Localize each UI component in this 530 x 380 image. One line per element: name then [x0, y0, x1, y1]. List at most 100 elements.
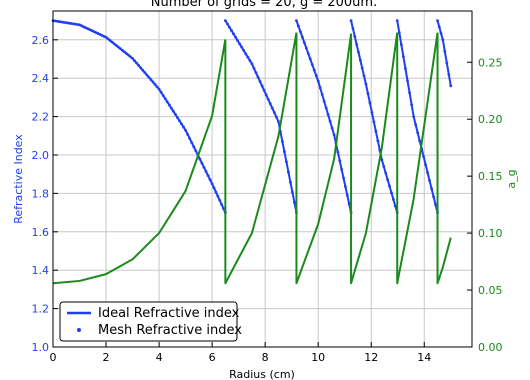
mesh-point	[200, 161, 204, 165]
ideal-line	[224, 20, 298, 213]
mesh-point	[330, 126, 334, 130]
mesh-point	[165, 100, 169, 104]
mesh-point	[145, 73, 149, 77]
mesh-point	[316, 79, 320, 83]
x-tick-label: 12	[364, 351, 378, 364]
mesh-point	[114, 44, 118, 47]
mesh-point	[127, 53, 130, 57]
mesh-point	[364, 82, 368, 86]
mesh-point	[236, 39, 240, 42]
mesh-point	[391, 198, 395, 201]
mesh-point	[206, 174, 210, 177]
mesh-point	[351, 27, 355, 30]
mesh-point	[432, 195, 435, 199]
mesh-point	[360, 66, 364, 70]
x-tick-label: 6	[209, 351, 216, 364]
mesh-point	[349, 19, 353, 22]
mesh-point	[437, 25, 441, 29]
legend-label-mesh: Mesh Refractive index	[98, 323, 242, 338]
mesh-point	[344, 185, 347, 189]
y-right-tick-label: 0.00	[478, 341, 503, 354]
mesh-point	[157, 87, 161, 91]
mesh-point	[416, 131, 420, 135]
mesh-point	[281, 140, 284, 144]
a-g-line	[350, 32, 399, 285]
mesh-point	[357, 50, 360, 54]
mesh-point	[218, 198, 222, 202]
mesh-point	[214, 190, 218, 194]
mesh-point	[161, 94, 165, 97]
mesh-point	[412, 115, 416, 118]
mesh-point	[266, 97, 270, 101]
y-axis-left-title: Refractive Index	[12, 134, 25, 224]
y-right-tick-label: 0.10	[478, 227, 503, 240]
mesh-point	[204, 170, 208, 173]
a-g-line	[52, 39, 227, 285]
mesh-point	[167, 103, 171, 107]
mesh-point	[289, 180, 292, 184]
mesh-point	[428, 179, 431, 183]
mesh-point	[287, 170, 290, 174]
mesh-point	[380, 158, 384, 162]
mesh-point	[283, 150, 286, 154]
mesh-point	[399, 43, 403, 46]
mesh-point	[116, 45, 120, 49]
mesh-point	[293, 201, 296, 204]
mesh-point	[447, 72, 451, 76]
mesh-point	[174, 113, 177, 116]
mesh-point	[186, 132, 190, 136]
mesh-point	[198, 157, 202, 161]
mesh-point	[274, 115, 278, 119]
mesh-point	[390, 191, 393, 195]
mesh-point	[184, 128, 187, 132]
mesh-point	[408, 91, 411, 94]
mesh-point	[376, 139, 380, 143]
legend-box	[59, 301, 238, 342]
mesh-point	[372, 120, 376, 124]
mesh-point	[308, 57, 312, 61]
mesh-point	[258, 80, 262, 83]
mesh-point	[336, 150, 340, 154]
mesh-point	[441, 38, 445, 42]
mesh-point	[272, 111, 276, 114]
y-right-tick-label: 0.05	[478, 284, 503, 297]
mesh-point	[434, 203, 437, 207]
mesh-point	[180, 122, 183, 126]
mesh-point	[264, 93, 268, 97]
mesh-point	[120, 48, 124, 52]
x-tick-label: 4	[156, 351, 163, 364]
mesh-point	[234, 35, 237, 39]
gridlines	[52, 11, 472, 348]
mesh-point	[386, 178, 389, 182]
mesh-point	[104, 35, 108, 39]
y-axis-right-title: a_g	[505, 169, 518, 188]
mesh-point	[202, 165, 206, 169]
mesh-point	[393, 204, 397, 208]
mesh-point	[268, 102, 272, 106]
mesh-point	[426, 171, 429, 175]
mesh-point	[397, 31, 401, 34]
mesh-point	[256, 75, 260, 79]
y-right-tick-label: 0.15	[478, 170, 503, 183]
mesh-point	[155, 85, 159, 89]
mesh-point	[240, 45, 244, 49]
mesh-point	[188, 137, 192, 140]
x-tick-label: 8	[262, 351, 269, 364]
mesh-point	[252, 66, 256, 70]
y-left-tick-label: 1.4	[32, 264, 50, 277]
legend: Ideal Refractive index Mesh Refractive i…	[59, 301, 242, 342]
a-g-line	[224, 32, 298, 285]
mesh-point	[141, 68, 145, 72]
mesh-point	[169, 106, 173, 110]
mesh-point	[328, 120, 332, 123]
x-tick-label: 2	[103, 351, 110, 364]
y-right-tick-label: 0.25	[478, 56, 503, 69]
x-axis-title: Radius (cm)	[229, 368, 295, 380]
mesh-point	[355, 42, 359, 46]
y-left-tick-label: 2.6	[32, 34, 50, 47]
mesh-point	[345, 193, 349, 197]
mesh-point	[106, 37, 110, 41]
mesh-point	[277, 120, 280, 123]
mesh-point	[149, 78, 153, 82]
mesh-point	[222, 207, 225, 210]
